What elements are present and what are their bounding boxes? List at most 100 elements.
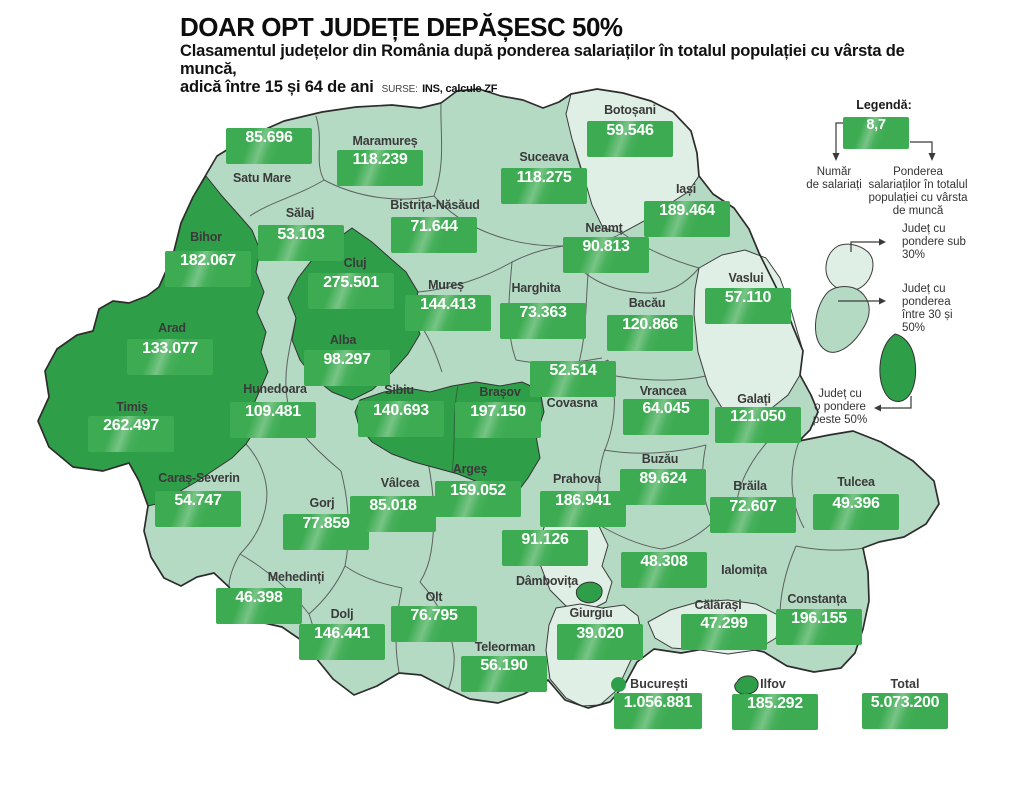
county-box: 59.546 25 % xyxy=(587,121,673,157)
county-value: 140.693 xyxy=(358,402,444,419)
county-value: 186.941 xyxy=(540,492,626,509)
county-name: Suceava xyxy=(519,150,568,164)
county-name: Călărași xyxy=(694,598,741,612)
county-value: 118.239 xyxy=(337,151,423,168)
county-name: Vrancea xyxy=(640,384,687,398)
county-value: 72.607 xyxy=(710,498,796,515)
county-name: Caraș-Severin xyxy=(158,471,239,485)
county-name: Bistrița-Năsăud xyxy=(390,198,479,212)
county-name: Giurgiu xyxy=(569,606,612,620)
county-box: 46.398 31 % xyxy=(216,588,302,624)
county-box: 140.693 54 % xyxy=(358,401,444,437)
summary-box-total: 5.073.200 41% xyxy=(862,693,948,729)
county-value: 121.050 xyxy=(715,408,801,425)
county-name: Teleorman xyxy=(475,640,536,654)
county-value: 56.190 xyxy=(461,657,547,674)
county-name: Iași xyxy=(676,182,696,196)
county-box: 89.624 36,00 % xyxy=(620,469,706,505)
county-value: 109.481 xyxy=(230,403,316,420)
county-name: Brașov xyxy=(479,385,520,399)
county-name: Sălaj xyxy=(286,206,314,220)
county-value: 120.866 xyxy=(607,316,693,333)
county-box: 57.110 26 % xyxy=(705,288,791,324)
county-name: Maramureș xyxy=(353,134,418,148)
county-box: 275.501 58 % xyxy=(308,273,394,309)
county-value: 48.308 xyxy=(621,553,707,570)
county-name: Constanța xyxy=(787,592,846,606)
county-box: 48.308 31 % xyxy=(621,552,707,588)
county-value: 196.155 xyxy=(776,610,862,627)
county-name: Ialomița xyxy=(721,563,767,577)
county-value: 85.018 xyxy=(350,497,436,514)
county-value: 89.624 xyxy=(620,470,706,487)
county-value: 59.546 xyxy=(587,122,673,139)
county-box: 53.103 41 % xyxy=(258,225,344,261)
county-value: 159.052 xyxy=(435,482,521,499)
infographic-canvas: DOAR OPT JUDEȚE DEPĂȘESC 50% Clasamentul… xyxy=(0,0,1024,786)
county-box: 98.297 49 % xyxy=(304,350,390,386)
county-box: 146.441 37 % xyxy=(299,624,385,660)
county-value: 57.110 xyxy=(705,289,791,306)
county-box: 197.150 56 % xyxy=(455,402,541,438)
subtitle-line-1: Clasamentul județelor din România după p… xyxy=(180,42,940,78)
legend-heading: Legendă: xyxy=(856,98,912,112)
summary-value: 1.056.881 xyxy=(614,694,702,711)
county-box: 85.696 40 % xyxy=(226,128,312,164)
county-box: 186.941 42 % xyxy=(540,491,626,527)
county-value: 54.747 xyxy=(155,492,241,509)
county-box: 189.464 36 % xyxy=(644,201,730,237)
county-box: 118.275 30 % xyxy=(501,168,587,204)
county-name: Tulcea xyxy=(837,475,874,489)
county-name: Arad xyxy=(158,321,186,335)
county-box: 91.126 29 % xyxy=(502,530,588,566)
county-name: Bihor xyxy=(190,230,222,244)
county-value: 71.644 xyxy=(391,218,477,235)
county-name: Vâlcea xyxy=(381,476,419,490)
county-name: Mureș xyxy=(428,278,464,292)
county-value: 49.396 xyxy=(813,495,899,512)
county-name: Mehedinți xyxy=(268,570,325,584)
county-box: 262.497 55 % xyxy=(88,416,174,452)
county-value: 46.398 xyxy=(216,589,302,606)
header: DOAR OPT JUDEȚE DEPĂȘESC 50% Clasamentul… xyxy=(180,12,940,99)
county-value: 90.813 xyxy=(563,238,649,255)
county-box: 118.239 39 % xyxy=(337,150,423,186)
county-name: Cluj xyxy=(344,256,367,270)
county-name: Botoșani xyxy=(604,103,656,117)
county-box: 64.045 33 % xyxy=(623,399,709,435)
county-box: 39.020 24 % xyxy=(557,624,643,660)
county-box: 196.155 45 % xyxy=(776,609,862,645)
county-value: 91.126 xyxy=(502,531,588,548)
county-box: 71.644 41 % xyxy=(391,217,477,253)
county-value: 189.464 xyxy=(644,202,730,219)
summary-box-bucuresti: 1.056.881 87 % xyxy=(614,693,702,729)
county-name: Brăila xyxy=(733,479,767,493)
county-box: 182.067 50 % xyxy=(165,251,251,287)
county-value: 39.020 xyxy=(557,625,643,642)
county-box: 52.514 41 % xyxy=(530,361,616,397)
county-name: Galați xyxy=(737,392,771,406)
county-box: 56.190 30 % xyxy=(461,656,547,692)
county-name: Gorj xyxy=(310,496,335,510)
county-name: Bacău xyxy=(629,296,666,310)
county-value: 73.363 xyxy=(500,304,586,321)
county-box: 72.607 42 % xyxy=(710,497,796,533)
county-box: 54.747 32 % xyxy=(155,491,241,527)
county-box: 120.866 34 % xyxy=(607,315,693,351)
summary-label-ilfov: Ilfov xyxy=(760,677,786,691)
subtitle-line-2-text: adică între 15 și 64 de ani xyxy=(180,78,374,96)
county-value: 76.795 xyxy=(391,607,477,624)
county-value: 133.077 xyxy=(127,340,213,357)
county-value: 182.067 xyxy=(165,252,251,269)
county-value: 144.413 xyxy=(405,296,491,313)
county-box: 85.018 40 % xyxy=(350,496,436,532)
county-name: Harghita xyxy=(511,281,560,295)
county-box: 144.413 43 % xyxy=(405,295,491,331)
county-name: Timiș xyxy=(116,400,147,414)
summary-box-ilfov: 185.292 52 % xyxy=(732,694,818,730)
county-value: 197.150 xyxy=(455,403,541,420)
source-credit: INS, calcule ZF xyxy=(422,83,497,95)
county-value: 53.103 xyxy=(258,226,344,243)
county-name: Alba xyxy=(330,333,356,347)
county-name: Buzău xyxy=(642,452,679,466)
